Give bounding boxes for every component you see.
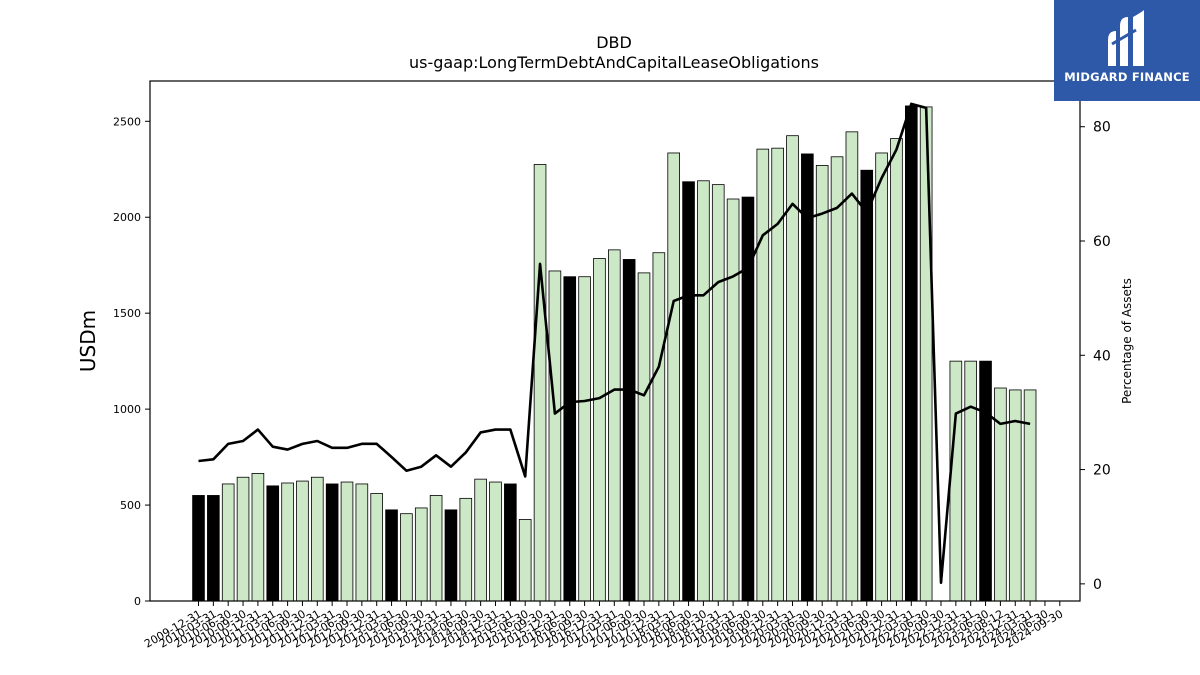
- bar: [830, 156, 844, 602]
- bar: [429, 495, 443, 602]
- y2-tick-label: 40: [1093, 348, 1111, 364]
- bar: [652, 252, 666, 602]
- y2-tick-label: 0: [1093, 577, 1102, 593]
- y-tick-label: 0: [134, 595, 141, 608]
- bar: [533, 164, 547, 602]
- bar: [1023, 389, 1037, 602]
- bar: [518, 519, 532, 602]
- bar: [340, 481, 354, 602]
- bar: [979, 360, 992, 602]
- bar: [281, 482, 294, 602]
- bar: [400, 513, 413, 602]
- y-tick-label: 2500: [113, 115, 141, 128]
- bar: [860, 169, 874, 602]
- bar: [964, 360, 977, 602]
- bar: [890, 138, 903, 602]
- y-tick-label: 2000: [113, 211, 141, 224]
- bar: [236, 476, 250, 602]
- chart-title: DBD: [596, 33, 632, 52]
- bar: [801, 153, 814, 602]
- bar: [474, 478, 487, 602]
- bar: [296, 480, 309, 602]
- bar: [370, 493, 383, 602]
- bar: [919, 106, 933, 602]
- y-tick-label: 500: [120, 499, 141, 512]
- bar: [771, 147, 784, 602]
- bar: [905, 105, 918, 602]
- plot-frame: [149, 80, 1081, 602]
- bar: [207, 495, 220, 602]
- bar: [711, 184, 725, 602]
- bar: [682, 181, 695, 602]
- bar: [221, 483, 235, 602]
- y2-tick-label: 60: [1093, 234, 1111, 250]
- bar: [251, 472, 265, 602]
- bar: [637, 272, 651, 602]
- y2-axis-label: Percentage of Assets: [1120, 278, 1134, 404]
- bar: [266, 485, 280, 602]
- bar: [504, 483, 517, 602]
- bar: [459, 497, 473, 602]
- logo-text: MIDGARD FINANCE: [1064, 70, 1190, 84]
- y2-tick-label: 20: [1093, 463, 1111, 479]
- midgard-logo: MIDGARD FINANCE: [1054, 0, 1200, 101]
- bar: [593, 258, 606, 602]
- bar: [325, 483, 339, 602]
- bar: [444, 509, 458, 602]
- y-tick-label: 1500: [113, 307, 141, 320]
- bar: [578, 276, 591, 602]
- bar: [949, 360, 963, 602]
- series-line: [198, 102, 1031, 585]
- y2-tick-label: 80: [1093, 120, 1111, 136]
- bar: [355, 483, 369, 602]
- bar: [489, 481, 502, 602]
- y-tick-label: 1000: [113, 403, 141, 416]
- bar: [414, 507, 428, 602]
- bar: [726, 198, 740, 602]
- bar: [875, 152, 888, 602]
- plot-area: 050010001500200025000204060802009-12-312…: [113, 102, 1111, 651]
- bar: [563, 276, 577, 602]
- bar: [192, 495, 205, 602]
- y-axis-label: USDm: [76, 310, 100, 372]
- bar: [667, 152, 680, 602]
- bar: [608, 249, 621, 602]
- bar: [756, 148, 770, 602]
- bar: [845, 131, 859, 602]
- chart-subtitle: us-gaap:LongTermDebtAndCapitalLeaseOblig…: [409, 53, 819, 72]
- bar: [815, 165, 829, 602]
- bar: [385, 509, 398, 602]
- bar: [697, 180, 710, 602]
- bar: [622, 259, 636, 602]
- midgard-logo-icon: [1108, 10, 1144, 66]
- bar: [548, 270, 562, 602]
- bar: [310, 476, 324, 602]
